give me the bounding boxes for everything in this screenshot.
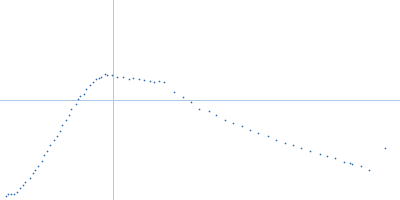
Point — [26, 176, 33, 180]
Point — [46, 143, 53, 147]
Point — [290, 143, 296, 146]
Point — [366, 169, 373, 172]
Point — [273, 138, 279, 142]
Point — [316, 153, 323, 156]
Point — [130, 76, 136, 79]
Point — [32, 169, 38, 172]
Point — [53, 134, 60, 138]
Point — [50, 138, 57, 142]
Point — [11, 192, 18, 195]
Point — [255, 132, 262, 135]
Point — [247, 129, 254, 132]
Point — [80, 92, 87, 95]
Point — [8, 192, 14, 195]
Point — [20, 184, 26, 187]
Point — [58, 123, 65, 127]
Point — [161, 81, 167, 84]
Point — [74, 98, 81, 101]
Point — [264, 135, 271, 138]
Point — [196, 107, 202, 110]
Point — [17, 186, 23, 189]
Point — [180, 96, 186, 99]
Point — [120, 75, 126, 78]
Point — [340, 161, 347, 164]
Point — [77, 94, 83, 97]
Point — [126, 77, 132, 80]
Point — [222, 118, 228, 121]
Point — [382, 146, 388, 150]
Point — [188, 100, 194, 104]
Point — [136, 77, 142, 80]
Point — [114, 75, 120, 79]
Point — [14, 190, 20, 193]
Point — [141, 78, 147, 82]
Point — [38, 159, 45, 163]
Point — [324, 154, 330, 157]
Point — [347, 161, 353, 165]
Point — [35, 165, 42, 168]
Point — [90, 80, 96, 83]
Point — [98, 75, 104, 78]
Point — [96, 76, 103, 80]
Point — [29, 171, 36, 174]
Point — [307, 149, 313, 152]
Point — [102, 73, 108, 76]
Point — [41, 153, 48, 157]
Point — [358, 164, 364, 167]
Point — [230, 121, 237, 124]
Point — [92, 77, 99, 81]
Point — [104, 74, 110, 77]
Point — [44, 149, 50, 152]
Point — [4, 193, 11, 196]
Point — [82, 87, 89, 90]
Point — [206, 109, 212, 113]
Point — [63, 118, 70, 121]
Point — [282, 141, 288, 144]
Point — [68, 108, 75, 111]
Point — [108, 73, 115, 76]
Point — [66, 113, 72, 116]
Point — [156, 79, 162, 83]
Point — [170, 90, 177, 93]
Point — [332, 156, 338, 160]
Point — [151, 80, 158, 83]
Point — [87, 83, 94, 86]
Point — [146, 80, 153, 83]
Point — [56, 129, 63, 133]
Point — [349, 162, 356, 165]
Point — [213, 113, 220, 116]
Point — [298, 146, 304, 150]
Point — [22, 181, 28, 184]
Point — [72, 103, 79, 106]
Point — [3, 195, 9, 198]
Point — [239, 125, 245, 128]
